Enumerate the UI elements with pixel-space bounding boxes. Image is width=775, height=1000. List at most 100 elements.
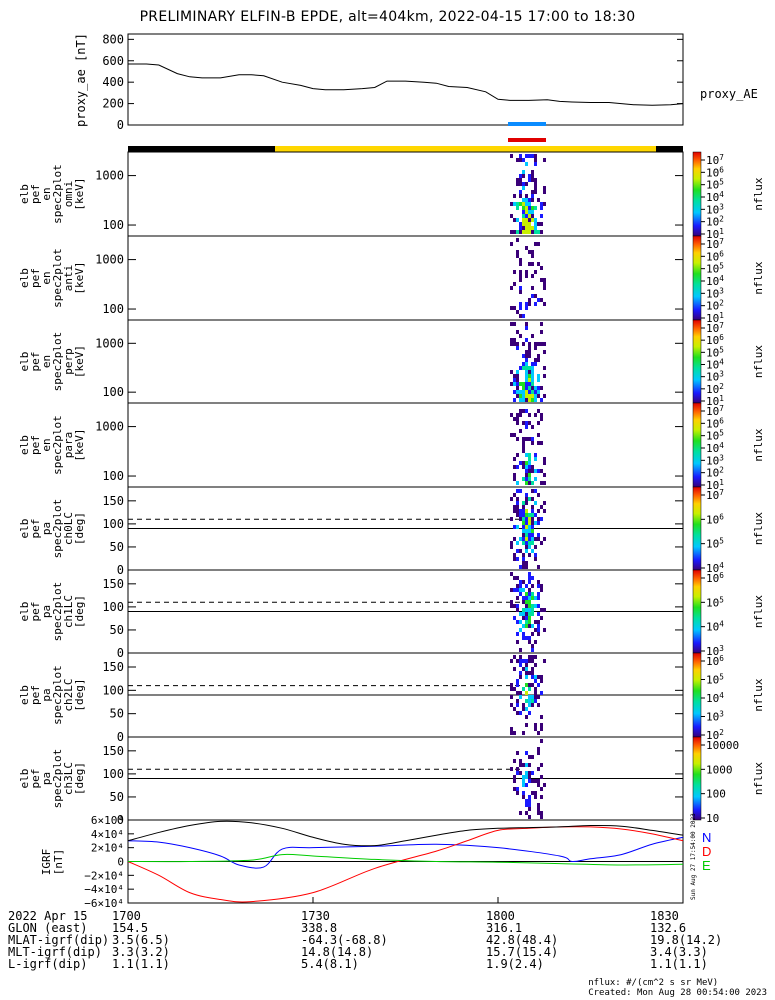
spectrogram-cell [531, 513, 534, 517]
spectrogram-cell [534, 457, 537, 461]
spectrogram-cell [528, 803, 531, 807]
spectrogram-cell [522, 763, 525, 767]
spectrogram-cell [516, 206, 519, 210]
spectrogram-cell [534, 413, 537, 417]
footer-value: 42.8(48.4) [486, 933, 559, 947]
spectrogram-cell [534, 604, 537, 608]
panel-ylabel: [deg] [73, 678, 86, 711]
spectrogram-cell [525, 477, 528, 481]
spectrogram-cell [522, 580, 525, 584]
spectrogram-cell [537, 592, 540, 596]
spectrogram-cell [510, 604, 513, 608]
spectrogram-cell [516, 346, 519, 350]
spectrogram-cell [522, 509, 525, 513]
proxy-ae-series-label: proxy_AE [700, 87, 758, 101]
spectrogram-cell [537, 565, 540, 569]
science-zone-bar-red [508, 138, 546, 142]
igrf-ylabel: IGRF [40, 849, 53, 876]
spectrogram-cell [522, 158, 525, 162]
spectrogram-cell [525, 230, 528, 234]
spectrogram-cell [525, 350, 528, 354]
spectrogram-cell [522, 775, 525, 779]
spectrogram-cell [516, 751, 519, 755]
colorbar [692, 652, 702, 738]
spectrogram-cell [525, 322, 528, 326]
spectrogram-cell [519, 286, 522, 290]
footer-value: 19.8(14.2) [650, 933, 723, 947]
spectrogram-cell [522, 437, 525, 441]
spectrogram-cell [522, 222, 525, 226]
spectrogram-cell [531, 218, 534, 222]
spectrogram-cell [522, 390, 525, 394]
spectrogram-cell [519, 537, 522, 541]
spectrogram-cell [516, 640, 519, 644]
spectrogram-cell [519, 314, 522, 318]
colorbar-tick-label: 104 [706, 190, 724, 204]
spectrogram-cell [528, 465, 531, 469]
spectrogram-cell [525, 362, 528, 366]
colorbar-tick-label: 10000 [706, 739, 739, 752]
spectrogram-cell [531, 489, 534, 493]
spectrogram-cell [528, 461, 531, 465]
panel-tick-label: 50 [110, 623, 124, 637]
spectrogram-cell [522, 596, 525, 600]
spectrogram-cell [516, 620, 519, 624]
spectrogram-cell [534, 342, 537, 346]
spectrogram-cell [537, 624, 540, 628]
spectrogram-cell [513, 398, 516, 402]
spectrogram-cell [516, 683, 519, 687]
spectrogram-cell [519, 366, 522, 370]
spectrogram-cell [525, 707, 528, 711]
spectrogram-cell [519, 226, 522, 230]
panel-ylabel: elb [18, 184, 31, 204]
spectrogram-cell [531, 529, 534, 533]
spectrogram-cell [522, 616, 525, 620]
spectrogram-cell [519, 517, 522, 521]
spectrogram-cell [534, 218, 537, 222]
spectrogram-cell [525, 210, 528, 214]
spectrogram-cell [522, 791, 525, 795]
panel-ylabel: pef [29, 435, 42, 455]
spectrogram-cell [519, 306, 522, 310]
spectrogram-cell [537, 612, 540, 616]
proxy-ae-tick-label: 800 [102, 32, 124, 46]
spectrogram-cell [525, 616, 528, 620]
spectrogram-cell [528, 210, 531, 214]
spectrogram-cell [531, 755, 534, 759]
spectrogram-cell [528, 596, 531, 600]
panel-ylabel: pef [29, 602, 42, 622]
spectrogram-cell [519, 429, 522, 433]
spectrogram-cell [531, 441, 534, 445]
panel-ylabel: elb [18, 519, 31, 539]
panel-tick-label: 150 [102, 744, 124, 758]
colorbar-tick-label: 103 [706, 644, 724, 658]
panel-tick-label: 100 [102, 302, 124, 316]
igrf-tick-label: −2×10⁴ [84, 869, 124, 882]
spectrogram-cell [528, 481, 531, 485]
spectrogram-cell [540, 202, 543, 206]
spectrogram-cell [537, 783, 540, 787]
footer-value: 1700 [112, 909, 141, 923]
spectrogram-cell [516, 158, 519, 162]
spectrogram-cell [534, 795, 537, 799]
spectrogram-cell [510, 731, 513, 735]
spectrogram-cell [525, 437, 528, 441]
panel-ylabel: [keV] [73, 428, 86, 461]
spectrogram-cell [519, 763, 522, 767]
spectrogram-cell [522, 707, 525, 711]
colorbar-tick-label: 104 [706, 620, 724, 634]
footer-value: 1.1(1.1) [112, 957, 170, 971]
colorbar-tick-label: 103 [706, 286, 724, 300]
spectrogram-cell [516, 413, 519, 417]
spectrogram-cell [531, 194, 534, 198]
colorbar [692, 486, 702, 571]
spectrogram-cell [528, 703, 531, 707]
panel-ylabel: ch0LC [62, 512, 75, 545]
panel-ylabel: pef [29, 268, 42, 288]
spectrogram-cell [513, 390, 516, 394]
panel-ylabel: [deg] [73, 762, 86, 795]
spectrogram-cell [531, 537, 534, 541]
spectrogram-cell [525, 497, 528, 501]
spectrogram-cell [525, 541, 528, 545]
panel-ylabel: elb [18, 685, 31, 705]
